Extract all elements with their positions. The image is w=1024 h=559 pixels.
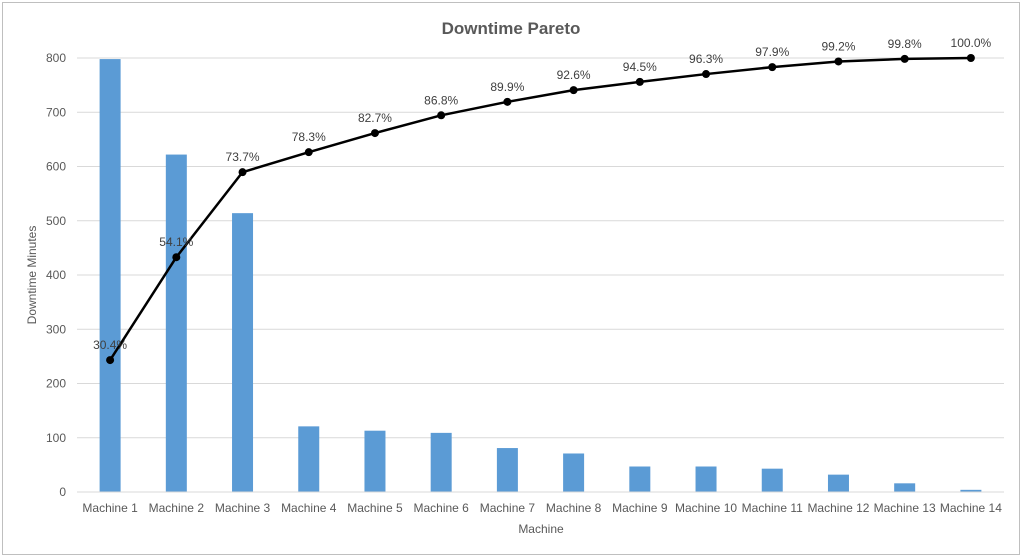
cumulative-point — [635, 77, 644, 86]
x-tick-label: Machine 9 — [612, 501, 668, 515]
cumulative-label: 96.3% — [689, 52, 723, 66]
bar — [232, 213, 254, 492]
y-axis-title: Downtime Minutes — [25, 226, 39, 325]
bar — [430, 432, 452, 492]
y-tick-label: 600 — [46, 160, 66, 174]
x-tick-label: Machine 7 — [480, 501, 536, 515]
bar — [563, 453, 585, 492]
cumulative-label: 86.8% — [424, 93, 458, 107]
x-axis-title: Machine — [518, 522, 564, 536]
cumulative-point — [370, 129, 379, 138]
cumulative-point — [900, 54, 909, 63]
cumulative-point — [172, 253, 181, 262]
bar — [761, 468, 783, 492]
bar — [695, 466, 717, 492]
x-tick-label: Machine 8 — [546, 501, 602, 515]
cumulative-labels: 30.4% 54.1% 73.7% 78.3% 82.7% 86.8% 89.9% 92.6%… — [93, 36, 991, 352]
cumulative-line-series — [109, 56, 971, 361]
gridlines — [77, 57, 1004, 439]
bar-series — [99, 59, 982, 493]
x-tick-label: Machine 12 — [807, 501, 869, 515]
bar — [99, 59, 121, 493]
y-tick-label: 800 — [46, 51, 66, 65]
y-tick-label: 0 — [59, 485, 66, 499]
cumulative-point — [966, 54, 975, 62]
x-tick-label: Machine 3 — [215, 501, 271, 515]
x-tick-label: Machine 11 — [742, 501, 803, 515]
bar — [629, 466, 651, 492]
cumulative-point — [503, 97, 512, 106]
x-tick-label: Machine 14 — [940, 501, 1002, 515]
cumulative-label: 99.8% — [888, 37, 922, 51]
bar — [364, 430, 386, 492]
y-tick-label: 300 — [46, 322, 66, 336]
cumulative-point — [768, 63, 777, 72]
cumulative-label: 97.9% — [755, 45, 789, 59]
cumulative-label: 82.7% — [358, 111, 392, 125]
x-tick-label: Machine 4 — [281, 501, 337, 515]
y-tick-label: 100 — [46, 431, 66, 445]
cumulative-point — [106, 356, 115, 365]
cumulative-label: 99.2% — [821, 39, 855, 53]
cumulative-label: 30.4% — [93, 338, 127, 352]
bar — [960, 489, 982, 492]
y-tick-label: 400 — [46, 268, 66, 282]
cumulative-label: 78.3% — [292, 130, 326, 144]
bar — [298, 426, 320, 492]
y-tick-label: 700 — [46, 105, 66, 119]
bar — [894, 483, 916, 492]
cumulative-point — [834, 57, 843, 66]
cumulative-label: 89.9% — [490, 80, 524, 94]
cumulative-label: 94.5% — [623, 60, 657, 74]
cumulative-label: 92.6% — [557, 68, 591, 82]
x-tick-label: Machine 5 — [347, 501, 403, 515]
cumulative-point — [304, 148, 313, 157]
y-tick-label: 200 — [46, 377, 66, 391]
bar — [827, 474, 849, 492]
cumulative-point — [437, 111, 446, 120]
cumulative-line — [109, 56, 971, 361]
cumulative-label: 73.7% — [226, 150, 260, 164]
cumulative-point — [238, 168, 247, 177]
cumulative-point — [569, 86, 578, 95]
cumulative-label: 100.0% — [951, 36, 992, 50]
y-tick-label: 500 — [46, 214, 66, 228]
x-tick-label: Machine 1 — [82, 501, 138, 515]
x-tick-label: Machine 10 — [675, 501, 737, 515]
bar — [496, 448, 518, 492]
x-axis-ticks: Machine 1 Machine 2 Machine 3 Machine 4 Mach… — [82, 501, 1002, 515]
y-axis-ticks: 0 100 200 300 400 500 600 700 800 — [46, 51, 66, 499]
bar — [165, 154, 187, 492]
x-tick-label: Machine 6 — [413, 501, 469, 515]
cumulative-label: 54.1% — [159, 235, 193, 249]
x-tick-label: Machine 13 — [874, 501, 936, 515]
chart-title: Downtime Pareto — [442, 19, 581, 38]
cumulative-points — [106, 54, 975, 365]
cumulative-point — [702, 70, 711, 79]
x-tick-label: Machine 2 — [149, 501, 205, 515]
